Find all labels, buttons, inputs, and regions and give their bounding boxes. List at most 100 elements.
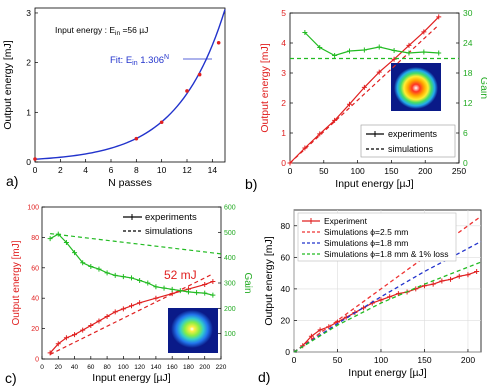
energy-annotation: 52 mJ (164, 268, 197, 282)
y2-tick-label: 300 (224, 281, 236, 288)
x-tick-label: 100 (351, 166, 365, 176)
data-point (391, 56, 397, 62)
x-axis-label: Input energy [µJ] (92, 372, 171, 384)
panel-label: c) (5, 370, 17, 386)
data-point (80, 260, 86, 266)
x-tick-label: 0 (288, 166, 293, 176)
data-point (361, 84, 367, 90)
y-tick-label: 20 (31, 326, 39, 333)
data-point (47, 236, 53, 242)
data-point (145, 280, 151, 286)
legend-label: simulations (145, 226, 193, 237)
data-point (112, 272, 118, 278)
panel-label: b) (245, 176, 257, 192)
data-point (387, 294, 393, 300)
x-axis-label: N passes (108, 177, 152, 189)
x-tick-label: 10 (157, 165, 167, 175)
x-tick-label: 0 (40, 364, 44, 371)
data-point (202, 290, 208, 296)
y-tick-label: 2 (281, 98, 286, 108)
y-tick-label: 2 (26, 58, 31, 68)
data-point (378, 297, 384, 303)
y-tick-label: 80 (281, 221, 291, 231)
gain-experiment-line (304, 32, 439, 57)
legend: experiments simulations (360, 124, 456, 158)
x-tick-label: 20 (55, 364, 63, 371)
x-axis-label: Input energy [µJ] (348, 367, 427, 379)
legend-marker (308, 218, 314, 224)
y-tick-label: 3 (281, 68, 286, 78)
y-tick-label: 80 (31, 235, 39, 242)
y-axis-label: Output energy [mJ] (2, 40, 14, 129)
y-tick-label: 0 (281, 158, 286, 168)
legend: experiments simulations (123, 212, 197, 237)
legend-label: Simulations ϕ=1.8 mm & 1% loss (324, 249, 449, 259)
y2-tick-label: 400 (224, 255, 236, 262)
data-point (47, 350, 53, 356)
x-tick-label: 200 (461, 355, 475, 365)
data-point (448, 276, 454, 282)
panel-c: 0 20 40 60 80 100 120 140 160 180 200 220 0 20 40 60 80 1… (11, 205, 253, 385)
data-point (120, 306, 126, 312)
legend-box (297, 212, 457, 262)
x-tick-label: 220 (216, 364, 227, 371)
data-point (112, 309, 118, 315)
y2-tick-label: 6 (463, 128, 468, 138)
y-tick-label: 60 (281, 252, 291, 262)
data-point (430, 281, 436, 287)
x-tick-label: 100 (374, 355, 388, 365)
data-point (216, 40, 221, 45)
x-tick-label: 6 (109, 165, 114, 175)
legend-label: experiments (388, 129, 438, 139)
y-axis-label: Output energy [mJ] (259, 43, 271, 132)
x-tick-label: 40 (71, 364, 79, 371)
y2-tick-label: 100 (224, 331, 236, 338)
y-tick-label: 0 (26, 157, 31, 167)
x-tick-label: 4 (83, 165, 88, 175)
x-tick-label: 0 (33, 165, 38, 175)
data-point (88, 264, 94, 270)
data-point (80, 327, 86, 333)
x-tick-label: 200 (418, 166, 432, 176)
data-point (96, 266, 102, 272)
data-point (361, 47, 367, 53)
x-tick-label: 60 (87, 364, 95, 371)
x-axis-label: Input energy [µJ] (335, 178, 414, 190)
data-point (72, 250, 78, 256)
data-point (72, 332, 78, 338)
data-point (421, 49, 427, 55)
data-point (361, 305, 367, 311)
data-point (346, 48, 352, 54)
data-point (137, 300, 143, 306)
x-tick-label: 160 (167, 364, 178, 371)
y2-tick-label: 200 (224, 306, 236, 313)
data-point (129, 303, 134, 309)
data-point (153, 295, 159, 301)
legend-label: Simulations ϕ=1.8 mm (324, 238, 408, 248)
y2-tick-label: 24 (463, 38, 473, 48)
legend-label: experiments (145, 212, 197, 223)
data-point (210, 292, 216, 298)
data-point (210, 278, 216, 284)
x-tick-label: 80 (103, 364, 111, 371)
y2-tick-label: 500 (224, 230, 236, 237)
data-point (439, 278, 445, 284)
x-tick-label: 120 (134, 364, 145, 371)
y2-axis-label: Gain (478, 77, 487, 99)
gain-simulation-line (50, 233, 222, 255)
beam-spot (394, 67, 438, 109)
data-point (474, 269, 480, 275)
x-tick-label: 140 (150, 364, 161, 371)
energy-simulation-line (49, 273, 214, 355)
x-tick-label: 2 (58, 165, 63, 175)
data-point (456, 273, 462, 279)
energy-simulation-line (289, 24, 440, 164)
panel-label: d) (258, 369, 270, 385)
legend-label: Experiment (324, 216, 368, 226)
data-point (436, 14, 442, 20)
y2-axis-label: Gain (242, 272, 253, 293)
